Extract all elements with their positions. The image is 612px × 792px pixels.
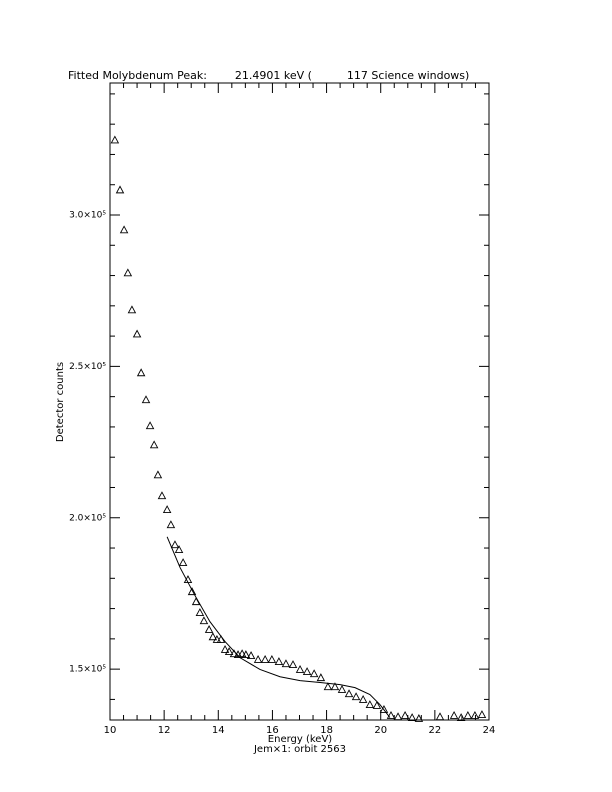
triangle-point bbox=[351, 692, 361, 701]
x-tick-label: 24 bbox=[483, 725, 496, 736]
x-axis-label: Energy (keV) bbox=[268, 734, 333, 745]
triangle-point bbox=[393, 712, 403, 721]
triangle-point bbox=[274, 657, 284, 666]
triangle-point bbox=[237, 649, 247, 658]
triangle-point bbox=[199, 616, 209, 625]
x-tick-label: 18 bbox=[320, 725, 333, 736]
triangle-point bbox=[316, 673, 326, 682]
triangle-point bbox=[178, 558, 188, 567]
y-tick-label: 2.0×10⁵ bbox=[69, 513, 106, 523]
triangle-point bbox=[414, 714, 424, 722]
triangle-point bbox=[246, 651, 256, 659]
triangle-point bbox=[174, 545, 184, 553]
triangle-point bbox=[302, 667, 312, 676]
triangle-point bbox=[149, 440, 159, 449]
triangle-point bbox=[463, 711, 473, 719]
x-tick-label: 22 bbox=[428, 725, 441, 736]
triangle-point bbox=[153, 470, 163, 479]
triangle-point bbox=[407, 713, 417, 722]
triangle-point bbox=[204, 625, 214, 633]
triangle-point bbox=[309, 669, 319, 678]
triangle-point bbox=[224, 647, 234, 656]
triangle-point bbox=[386, 711, 396, 719]
x-tick-label: 16 bbox=[266, 725, 279, 736]
triangle-point bbox=[379, 704, 389, 713]
triangle-point bbox=[435, 712, 445, 721]
triangle-point bbox=[323, 682, 333, 691]
triangle-point bbox=[365, 700, 375, 709]
triangle-point bbox=[260, 654, 270, 663]
triangle-point bbox=[119, 225, 129, 234]
triangle-point bbox=[132, 329, 142, 338]
triangle-point bbox=[470, 711, 480, 719]
triangle-point bbox=[288, 660, 298, 669]
triangle-point bbox=[166, 520, 176, 529]
triangle-point bbox=[477, 710, 487, 718]
triangle-point bbox=[110, 135, 120, 144]
triangle-point bbox=[281, 659, 291, 668]
triangle-point bbox=[400, 711, 410, 719]
subtitle: Jem×1: orbit 2563 bbox=[253, 744, 346, 755]
triangle-point bbox=[358, 694, 368, 703]
triangle-point bbox=[170, 540, 180, 549]
y-tick-label: 1.5×10⁵ bbox=[69, 665, 106, 675]
x-tick-label: 12 bbox=[158, 725, 171, 736]
triangle-point bbox=[372, 701, 382, 709]
triangle-point bbox=[456, 713, 466, 722]
triangle-point bbox=[145, 421, 155, 430]
triangle-point bbox=[187, 587, 197, 596]
chart-title: Fitted Molybdenum Peak: 21.4901 keV ( 11… bbox=[68, 69, 469, 82]
triangle-point bbox=[330, 682, 340, 691]
triangle-point bbox=[267, 654, 277, 663]
triangle-point bbox=[253, 654, 263, 663]
triangle-point bbox=[162, 505, 172, 514]
x-tick-label: 20 bbox=[374, 725, 387, 736]
triangle-point bbox=[123, 268, 133, 277]
y-tick-label: 2.5×10⁵ bbox=[69, 362, 106, 372]
fit-curve bbox=[166, 536, 391, 718]
y-tick-label: 3.0×10⁵ bbox=[69, 211, 106, 221]
triangle-point bbox=[241, 650, 251, 659]
triangle-point bbox=[449, 711, 459, 719]
triangle-point bbox=[115, 185, 125, 194]
triangle-point bbox=[295, 664, 305, 673]
y-axis-label: Detector counts bbox=[55, 362, 66, 442]
triangle-point bbox=[195, 608, 205, 616]
triangle-point bbox=[220, 645, 230, 653]
triangle-point bbox=[136, 368, 146, 377]
triangle-point bbox=[157, 491, 167, 500]
triangle-point bbox=[337, 684, 347, 693]
x-tick-label: 10 bbox=[104, 725, 117, 736]
triangle-point bbox=[344, 689, 354, 698]
triangle-point bbox=[141, 395, 151, 404]
triangle-point bbox=[212, 635, 222, 643]
triangle-point bbox=[208, 632, 218, 641]
x-tick-label: 14 bbox=[212, 725, 225, 736]
triangle-point bbox=[127, 305, 137, 314]
